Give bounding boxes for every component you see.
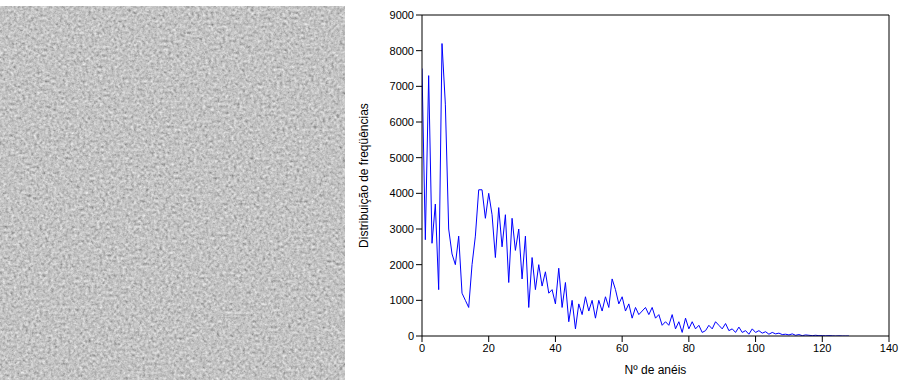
svg-text:Nº de anéis: Nº de anéis xyxy=(625,363,687,377)
svg-text:3000: 3000 xyxy=(390,223,414,235)
svg-text:20: 20 xyxy=(483,342,495,354)
svg-text:4000: 4000 xyxy=(390,187,414,199)
svg-text:120: 120 xyxy=(813,342,831,354)
svg-text:40: 40 xyxy=(549,342,561,354)
svg-text:7000: 7000 xyxy=(390,80,414,92)
svg-text:6000: 6000 xyxy=(390,116,414,128)
svg-text:0: 0 xyxy=(408,330,414,342)
svg-text:100: 100 xyxy=(746,342,764,354)
svg-text:5000: 5000 xyxy=(390,152,414,164)
svg-text:140: 140 xyxy=(880,342,898,354)
svg-text:8000: 8000 xyxy=(390,45,414,57)
svg-text:60: 60 xyxy=(616,342,628,354)
svg-text:Distribuição de freqüências: Distribuição de freqüências xyxy=(357,103,371,248)
svg-text:80: 80 xyxy=(683,342,695,354)
svg-text:2000: 2000 xyxy=(390,259,414,271)
svg-text:9000: 9000 xyxy=(390,9,414,21)
svg-text:1000: 1000 xyxy=(390,294,414,306)
svg-text:0: 0 xyxy=(419,342,425,354)
